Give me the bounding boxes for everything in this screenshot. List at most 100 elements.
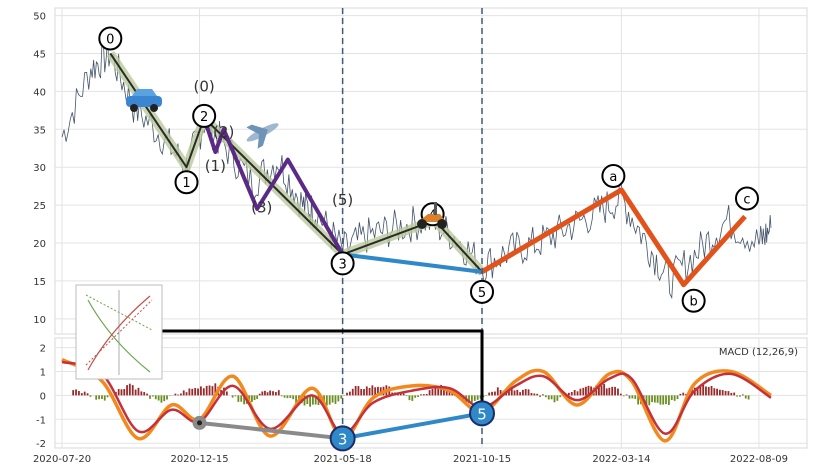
macd-histogram-bar xyxy=(516,389,519,396)
wave-label-circle xyxy=(174,170,199,195)
macd-histogram-bar xyxy=(292,395,295,400)
macd-histogram-bar xyxy=(567,392,570,396)
macd-histogram-bar xyxy=(194,388,197,396)
scooter-wheel xyxy=(437,219,447,229)
macd-panel-frame xyxy=(54,337,808,449)
macd-histogram-bar xyxy=(314,395,317,405)
macd-histogram-bar xyxy=(536,393,539,396)
macd-histogram-bar xyxy=(106,395,109,398)
macd-histogram-bar xyxy=(437,386,440,396)
macd-histogram-bar xyxy=(544,395,547,398)
macd-histogram-bar xyxy=(237,395,240,402)
macd-histogram-bar xyxy=(707,386,710,396)
macd-histogram-bar xyxy=(251,395,253,402)
macd-histogram-bar xyxy=(340,395,343,399)
macd-histogram-bar xyxy=(337,395,340,402)
scooter-handle xyxy=(434,202,437,215)
macd-histogram-bar xyxy=(724,390,727,396)
macd-histogram-bar xyxy=(431,388,434,396)
price-y-tick-label: 25 xyxy=(33,201,46,212)
signal-line xyxy=(61,360,772,435)
macd-histogram-bar xyxy=(405,395,408,397)
macd-histogram-bar xyxy=(440,384,443,396)
macd-histogram-bar xyxy=(679,393,682,396)
macd-histogram-bar xyxy=(676,395,679,400)
macd-histogram-bar xyxy=(582,387,585,396)
macd-histogram-bar xyxy=(117,389,120,396)
macd-histogram-bar xyxy=(256,395,259,399)
macd-histogram-bar xyxy=(513,390,516,396)
macd-histogram-bar xyxy=(289,395,292,398)
price-y-tick-label: 15 xyxy=(33,277,46,288)
macd-histogram-bar xyxy=(295,395,297,403)
macd-histogram-bar xyxy=(730,392,733,396)
macd-histogram-bar xyxy=(303,395,306,406)
macd-histogram-bar xyxy=(408,395,411,401)
macd-histogram-bar xyxy=(637,395,640,405)
macd-histogram-bar xyxy=(266,392,269,396)
macd-histogram-bar xyxy=(653,395,656,403)
wave-label-circle xyxy=(681,288,706,313)
icons xyxy=(126,89,447,229)
subwave-label: (2) xyxy=(213,123,234,141)
macd-y-tick-label: 2 xyxy=(40,344,46,355)
macd-histogram-bar xyxy=(72,390,75,396)
macd-lines xyxy=(61,357,772,443)
macd-histogram-bar xyxy=(185,392,188,396)
macd-histogram-bar xyxy=(177,394,180,396)
macd-histogram-bar xyxy=(180,393,182,396)
macd-histogram-bar xyxy=(311,395,314,405)
macd-legend: MACD (12,26,9) xyxy=(719,347,798,358)
macd-wave-label-text: 3 xyxy=(338,430,348,448)
macd-histogram-bar xyxy=(214,383,217,396)
macd-histogram-bar xyxy=(411,395,414,401)
macd-histogram-bar xyxy=(685,393,688,396)
airplane-wing xyxy=(257,129,268,149)
macd-histogram-bar xyxy=(542,394,544,396)
macd-histogram-bar xyxy=(648,395,651,406)
price-y-tick-label: 50 xyxy=(33,12,46,23)
subwave-label: (3) xyxy=(251,199,272,217)
macd-histogram-bar xyxy=(258,393,261,396)
macd-histogram-bar xyxy=(605,388,608,396)
macd-histogram-bar xyxy=(705,386,707,396)
wave-label-text: 5 xyxy=(478,286,486,301)
wave-label-circle xyxy=(98,26,123,51)
price-y-tick-label: 40 xyxy=(33,87,46,98)
macd-histogram-bar xyxy=(645,395,648,406)
macd-histogram-bar xyxy=(667,395,670,405)
macd-histogram-bar xyxy=(306,395,309,405)
macd-histogram-bar xyxy=(331,395,334,403)
macd-histogram-bar xyxy=(368,387,371,396)
price-y-tick-label: 45 xyxy=(33,49,46,60)
wave-label-text: a xyxy=(609,170,617,185)
x-tick-label: 2020-07-20 xyxy=(33,454,91,465)
macd-histogram-bar xyxy=(547,395,550,400)
macd-histogram-bar xyxy=(151,395,154,397)
macd-histogram-bar xyxy=(205,385,208,396)
macd-histogram-bar xyxy=(143,392,146,396)
macd-histogram-bar xyxy=(673,395,676,401)
macd-histogram-bar xyxy=(140,391,143,396)
price-panel-frame xyxy=(54,7,808,335)
macd-histogram-bar xyxy=(211,386,214,396)
macd-histogram-bar xyxy=(727,391,730,396)
macd-histogram-bar xyxy=(243,395,246,405)
wave-label-circle xyxy=(470,279,495,304)
wave-label-circle xyxy=(330,251,355,276)
subwave-label: (1) xyxy=(205,157,226,175)
macd-histogram-bar xyxy=(587,385,590,396)
macd-histogram-bar xyxy=(240,395,243,402)
macd-histogram-bar xyxy=(428,390,431,396)
macd-histogram-bar xyxy=(619,393,622,396)
macd-histogram-bar xyxy=(682,392,685,396)
macd-histogram-bar xyxy=(160,395,163,403)
macd-histogram-bar xyxy=(702,384,705,396)
macd-histogram-bar xyxy=(78,390,80,396)
macd-histogram-bar xyxy=(334,395,337,404)
wave-label-text: 1 xyxy=(182,176,190,191)
macd-histogram-bar xyxy=(371,385,374,396)
macd-histogram-bar xyxy=(200,386,202,396)
macd-histogram-bar xyxy=(283,395,286,398)
macd-histogram-bar xyxy=(154,395,157,400)
